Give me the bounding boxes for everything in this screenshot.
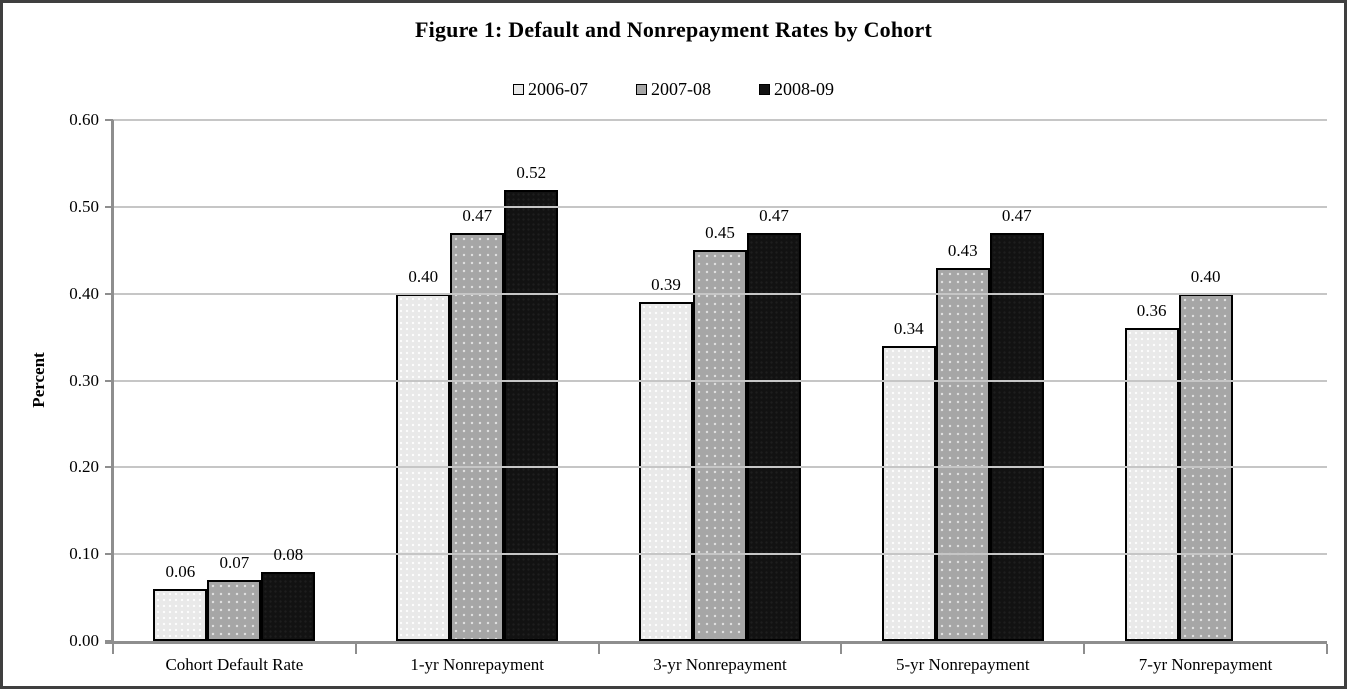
legend: 2006-07 2007-08 2008-09: [3, 79, 1344, 100]
bar-value-label: 0.39: [651, 275, 681, 295]
gridline: [113, 205, 1327, 208]
y-tick-label: 0.00: [69, 631, 99, 650]
y-axis-tick: [105, 119, 113, 121]
bar-value-label: 0.36: [1136, 301, 1167, 321]
bar-value-label: 0.08: [273, 544, 304, 564]
bar-value-label: 0.47: [462, 205, 493, 225]
bar: [989, 232, 1044, 641]
bar: [747, 232, 801, 641]
legend-label: 2008-09: [774, 79, 834, 99]
bar: [935, 267, 990, 641]
y-tick-label: 0.10: [69, 544, 99, 564]
x-axis-tick: [1326, 644, 1328, 654]
legend-swatch-icon: [636, 84, 647, 95]
x-axis-tick: [840, 644, 843, 654]
bar-value-label: 0.06: [165, 561, 196, 581]
gridline: [113, 119, 1327, 121]
x-axis-line: [105, 641, 1327, 644]
legend-item-2006-07: 2006-07: [513, 79, 588, 100]
bar: [450, 232, 505, 641]
x-axis-tick: [597, 644, 600, 654]
bar-value-label: 0.40: [408, 266, 439, 286]
y-axis-tick: [105, 553, 113, 556]
category-label: 3-yr Nonrepayment: [653, 655, 787, 674]
bar: [504, 189, 559, 641]
category-label: 7-yr Nonrepayment: [1138, 655, 1273, 674]
x-axis-tick: [354, 644, 357, 654]
category-label: 5-yr Nonrepayment: [895, 655, 1030, 674]
legend-item-2008-09: 2008-09: [759, 79, 834, 100]
bar-value-label: 0.52: [516, 162, 547, 182]
y-axis-line: [111, 120, 114, 641]
y-axis-tick: [105, 292, 113, 295]
y-tick-label: 0.60: [69, 110, 99, 129]
bar: [261, 571, 316, 641]
x-axis-tick: [112, 644, 114, 654]
y-tick-label: 0.40: [69, 283, 99, 303]
y-tick-label: 0.20: [69, 457, 99, 477]
bar-value-label: 0.47: [759, 205, 789, 225]
y-axis-tick: [105, 379, 113, 382]
y-axis-tick: [105, 205, 113, 208]
legend-label: 2007-08: [651, 79, 711, 99]
bar-value-label: 0.34: [893, 318, 924, 338]
y-tick-label: 0.30: [69, 370, 99, 390]
gridline: [113, 553, 1327, 556]
legend-swatch-icon: [513, 84, 524, 95]
legend-swatch-icon: [759, 84, 770, 95]
bar-value-label: 0.07: [219, 553, 250, 573]
bar: [881, 345, 936, 641]
bar: [639, 302, 693, 641]
category-label: 1-yr Nonrepayment: [410, 655, 544, 674]
plot-area: 0.06 0.40 0.39 0.34 0.36 0.07 0.47 0.45 0.43 0.40…: [3, 3, 1344, 686]
gridline: [113, 466, 1327, 469]
legend-item-2007-08: 2007-08: [636, 79, 711, 100]
bar: [207, 580, 262, 641]
legend-label: 2006-07: [528, 79, 588, 99]
y-tick-label: 0.50: [69, 196, 99, 216]
category-label: Cohort Default Rate: [165, 655, 304, 674]
bar-value-label: 0.45: [705, 223, 735, 243]
bar: [153, 588, 208, 641]
bar-value-label: 0.47: [1001, 205, 1032, 225]
gridline: [113, 292, 1327, 295]
x-axis-tick: [1083, 644, 1086, 654]
chart-title: Figure 1: Default and Nonrepayment Rates…: [415, 17, 932, 42]
gridline: [113, 379, 1327, 382]
y-axis-tick: [105, 466, 113, 469]
bar: [1124, 328, 1179, 641]
bar: [693, 250, 747, 642]
bar-value-label: 0.43: [947, 240, 978, 260]
bar-value-label: 0.40: [1190, 266, 1221, 286]
